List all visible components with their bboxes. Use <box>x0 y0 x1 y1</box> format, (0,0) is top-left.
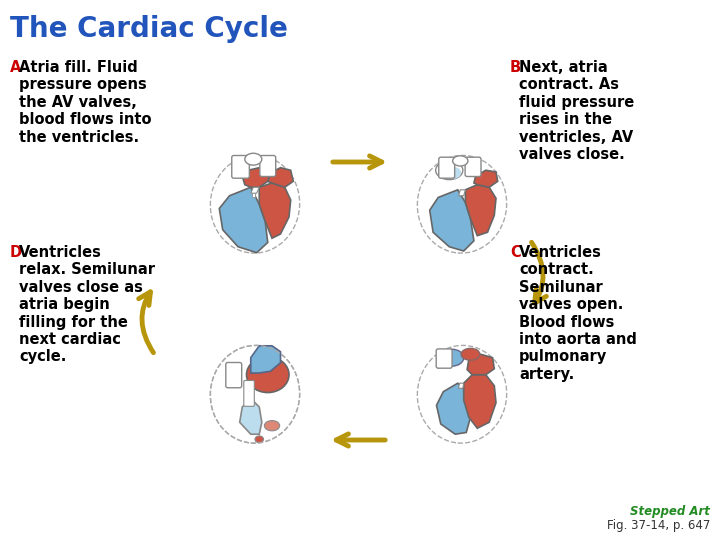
Polygon shape <box>474 170 498 187</box>
FancyBboxPatch shape <box>244 381 254 406</box>
Ellipse shape <box>436 161 463 180</box>
Text: B: B <box>510 60 521 75</box>
Ellipse shape <box>453 156 468 166</box>
Text: Ventricles
relax. Semilunar
valves close as
atria begin
filling for the
next car: Ventricles relax. Semilunar valves close… <box>19 245 155 364</box>
FancyBboxPatch shape <box>465 157 481 177</box>
Ellipse shape <box>255 436 264 443</box>
Polygon shape <box>240 399 262 434</box>
FancyBboxPatch shape <box>438 157 454 178</box>
FancyBboxPatch shape <box>260 156 276 177</box>
Polygon shape <box>436 383 470 434</box>
Ellipse shape <box>210 156 300 253</box>
Polygon shape <box>259 183 291 238</box>
Ellipse shape <box>461 348 480 360</box>
Text: Fig. 37-14, p. 647: Fig. 37-14, p. 647 <box>607 519 710 532</box>
Polygon shape <box>268 168 293 187</box>
Ellipse shape <box>245 153 262 165</box>
Ellipse shape <box>246 357 289 393</box>
Polygon shape <box>430 190 474 251</box>
Polygon shape <box>251 346 281 373</box>
FancyBboxPatch shape <box>436 349 452 368</box>
FancyBboxPatch shape <box>226 362 242 388</box>
Text: Stepped Art: Stepped Art <box>630 505 710 518</box>
Text: Ventricles
contract.
Semilunar
valves open.
Blood flows
into aorta and
pulmonary: Ventricles contract. Semilunar valves op… <box>519 245 637 382</box>
Text: The Cardiac Cycle: The Cardiac Cycle <box>10 15 288 43</box>
Text: C: C <box>510 245 521 260</box>
Polygon shape <box>459 383 464 388</box>
Text: D: D <box>10 245 22 260</box>
Polygon shape <box>465 185 496 235</box>
Polygon shape <box>467 354 495 375</box>
Ellipse shape <box>418 346 507 443</box>
Polygon shape <box>464 375 496 428</box>
Ellipse shape <box>264 421 279 431</box>
Polygon shape <box>242 168 270 187</box>
Ellipse shape <box>446 167 461 179</box>
Ellipse shape <box>210 346 300 443</box>
FancyBboxPatch shape <box>232 156 249 178</box>
Polygon shape <box>459 190 465 195</box>
Ellipse shape <box>440 349 464 366</box>
Ellipse shape <box>418 156 507 253</box>
FancyArrow shape <box>252 190 255 197</box>
Text: Atria fill. Fluid
pressure opens
the AV valves,
blood flows into
the ventricles.: Atria fill. Fluid pressure opens the AV … <box>19 60 151 145</box>
Text: Next, atria
contract. As
fluid pressure
rises in the
ventricles, AV
valves close: Next, atria contract. As fluid pressure … <box>519 60 634 162</box>
Text: A: A <box>10 60 22 75</box>
Polygon shape <box>220 187 268 253</box>
Polygon shape <box>251 187 259 193</box>
